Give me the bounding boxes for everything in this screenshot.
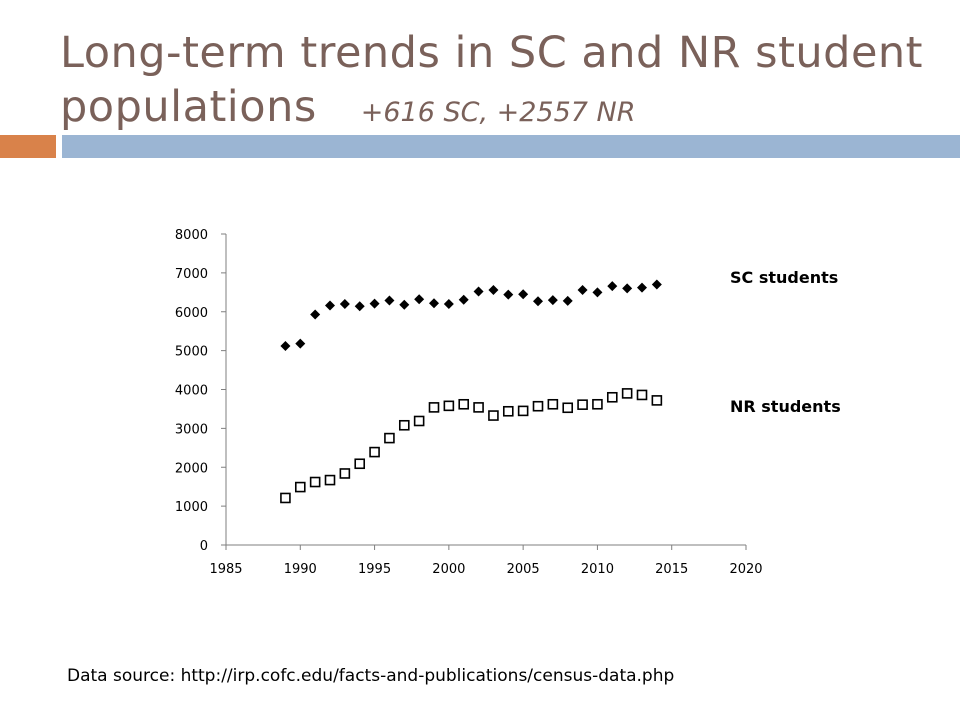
y-tick-label: 5000 — [175, 345, 208, 360]
chart-tick-labels: 1985 1990 1995 2000 2005 2010 2015 2020 0 1000 200… — [175, 228, 763, 577]
data-source-note: Data source: http://irp.cofc.edu/facts-a… — [67, 666, 675, 686]
nr-students-point — [473, 402, 484, 413]
sc-students-point — [592, 287, 603, 298]
x-tick-label: 2000 — [432, 562, 465, 577]
sc-students-point — [577, 284, 588, 295]
slide-title: Long-term trends in SC and NR student po… — [60, 26, 940, 140]
y-tick-label: 6000 — [175, 306, 208, 321]
sc-students-point — [473, 286, 484, 297]
x-tick-label: 1985 — [209, 562, 242, 577]
sc-students-point — [339, 298, 350, 309]
nr-students-point — [636, 389, 648, 401]
chart-axes — [221, 233, 747, 550]
sc-students-point — [354, 301, 365, 312]
sc-students-point — [533, 296, 543, 307]
nr-students-point — [488, 410, 499, 421]
y-tick-label: 4000 — [175, 384, 208, 399]
nr-students-point — [606, 391, 618, 403]
sc-students-point — [295, 338, 306, 349]
x-tick-label: 2005 — [507, 562, 540, 577]
accent-bar-blue — [62, 135, 960, 158]
sc-students-label: SC students — [730, 268, 838, 287]
nr-students-point — [354, 458, 366, 470]
x-tick-label: 2010 — [581, 562, 614, 577]
y-tick-label: 7000 — [175, 267, 208, 282]
sc-students-point — [429, 298, 439, 309]
title-text: Long-term trends in SC and NR student po… — [60, 28, 924, 132]
nr-students-point — [502, 405, 514, 417]
chart-marks — [280, 279, 663, 504]
sc-students-point — [562, 295, 573, 306]
sc-students-point — [369, 298, 380, 309]
sc-students-point — [607, 281, 618, 292]
chart-series-labels: SC students NR students — [730, 268, 841, 416]
nr-students-point — [280, 492, 291, 504]
nr-students-point — [428, 402, 440, 413]
nr-students-point — [384, 432, 395, 444]
nr-students-point — [309, 476, 321, 488]
sc-students-point — [414, 294, 425, 305]
x-tick-label: 1995 — [358, 562, 391, 577]
nr-students-point — [547, 398, 559, 410]
sc-students-point — [518, 289, 529, 300]
y-tick-label: 3000 — [175, 422, 208, 437]
sc-students-point — [399, 299, 410, 310]
sc-students-point — [622, 283, 633, 294]
title-subtitle: +616 SC, +2557 NR — [360, 97, 636, 128]
sc-students-point — [280, 340, 291, 351]
sc-students-point — [325, 300, 335, 311]
nr-students-point — [577, 399, 588, 410]
sc-students-point — [547, 295, 558, 306]
nr-students-point — [532, 400, 544, 412]
x-tick-label: 1990 — [284, 562, 317, 577]
nr-students-point — [621, 388, 633, 399]
y-tick-label: 8000 — [175, 228, 208, 243]
nr-students-point — [339, 468, 351, 479]
y-tick-label: 2000 — [175, 461, 208, 476]
sc-students-point — [384, 295, 395, 306]
sc-students-point — [637, 282, 647, 293]
nr-students-point — [413, 415, 425, 427]
nr-students-point — [458, 398, 470, 410]
y-tick-label: 1000 — [175, 500, 208, 515]
nr-students-label: NR students — [730, 397, 841, 416]
sc-students-point — [310, 309, 321, 320]
nr-students-point — [369, 446, 380, 458]
sc-students-point — [488, 284, 499, 295]
nr-students-point — [592, 398, 603, 410]
nr-students-point — [651, 395, 663, 406]
y-tick-label: 0 — [200, 539, 208, 554]
nr-students-point — [324, 474, 336, 486]
x-tick-label: 2020 — [729, 562, 762, 577]
sc-students-point — [651, 279, 662, 290]
sc-students-point — [458, 294, 469, 305]
nr-students-point — [398, 419, 410, 431]
nr-students-point — [443, 400, 455, 412]
nr-students-point — [517, 405, 529, 417]
nr-students-point — [562, 402, 574, 414]
sc-students-point — [503, 289, 514, 300]
x-tick-label: 2015 — [655, 562, 688, 577]
sc-students-point — [443, 298, 454, 309]
nr-students-point — [294, 481, 306, 493]
accent-bar-orange — [0, 135, 56, 158]
